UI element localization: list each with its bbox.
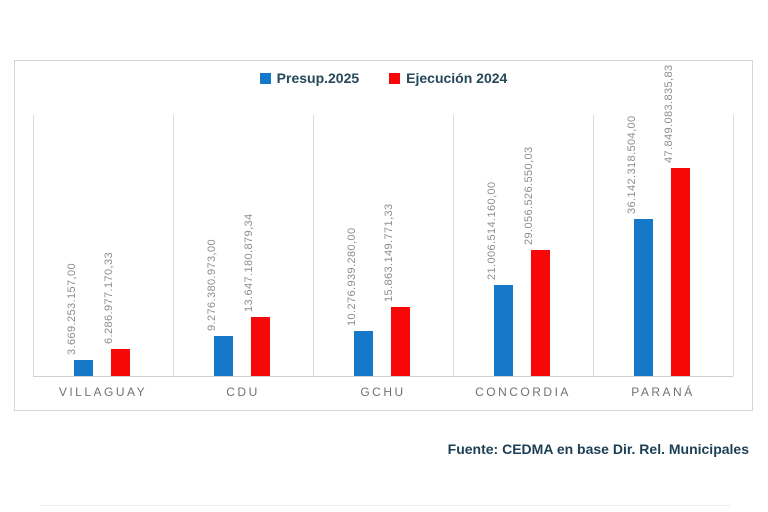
- legend-label: Ejecución 2024: [406, 70, 508, 86]
- chart-legend: Presup.2025 Ejecución 2024: [15, 70, 752, 86]
- legend-item-presup-2025: Presup.2025: [259, 70, 360, 86]
- legend-item-ejecucion-2024: Ejecución 2024: [389, 70, 507, 86]
- bottom-divider: [40, 505, 730, 506]
- source-caption: Fuente: CEDMA en base Dir. Rel. Municipa…: [447, 441, 749, 457]
- legend-swatch-icon: [389, 72, 401, 84]
- legend-label: Presup.2025: [276, 70, 360, 86]
- chart-frame: Presup.2025 Ejecución 2024: [14, 60, 753, 411]
- legend-swatch-icon: [259, 72, 271, 84]
